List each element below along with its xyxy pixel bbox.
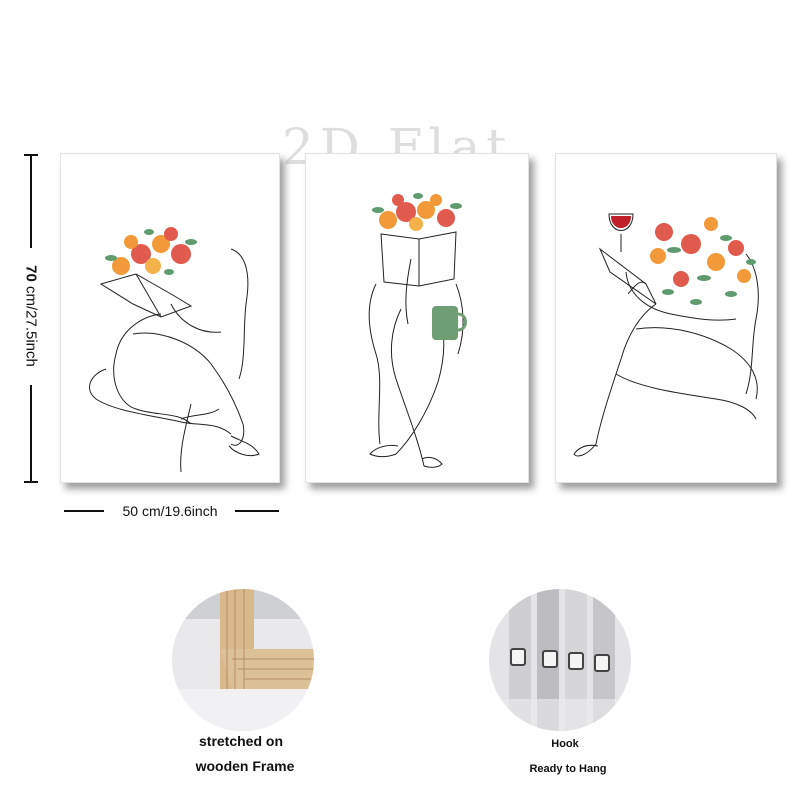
width-value: 50 bbox=[122, 503, 139, 519]
height-dimension-bottom-tick bbox=[24, 481, 38, 483]
feature-1-caption-line2: wooden Frame bbox=[195, 758, 295, 774]
height-dimension-line-bottom bbox=[30, 385, 32, 482]
width-dimension-label: 50 cm/19.6inch bbox=[123, 503, 218, 519]
woman-reading-coffee-art bbox=[368, 193, 467, 468]
hook-image bbox=[489, 589, 631, 731]
woman-reading-wine-art bbox=[573, 213, 759, 457]
width-unit: cm/19.6inch bbox=[141, 503, 218, 519]
wooden-frame-photo bbox=[172, 589, 314, 731]
art-panel-1 bbox=[60, 153, 280, 483]
art-panel-2 bbox=[305, 153, 529, 483]
hook-photo bbox=[489, 589, 631, 731]
width-dimension-line-left bbox=[64, 510, 104, 512]
wooden-frame-image bbox=[172, 589, 314, 731]
width-dimension-line-right bbox=[235, 510, 279, 512]
height-unit: cm/27.5inch bbox=[22, 285, 40, 367]
art-panel-3 bbox=[555, 153, 777, 483]
height-dimension-label: 70 cm/27.5inch bbox=[23, 265, 40, 367]
feature-2-caption-line1: Hook bbox=[551, 738, 579, 750]
feature-2-caption-line2: Ready to Hang bbox=[529, 763, 607, 775]
height-value: 70 bbox=[22, 265, 40, 282]
feature-1-caption-line1: stretched on bbox=[198, 733, 284, 749]
height-dimension-line-top bbox=[30, 155, 32, 248]
woman-reading-flowers-art bbox=[88, 227, 260, 473]
